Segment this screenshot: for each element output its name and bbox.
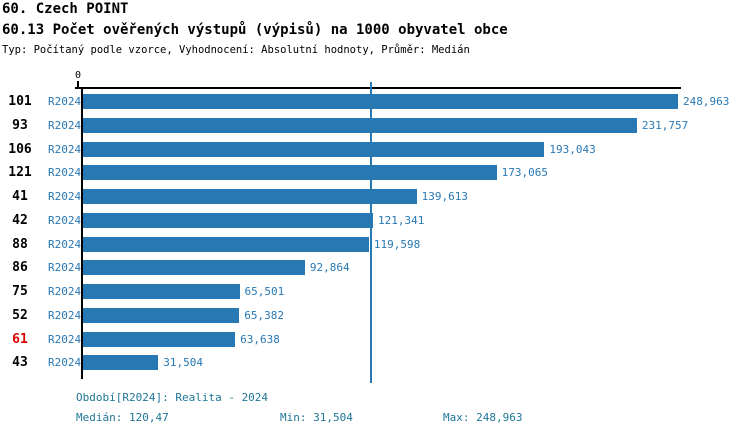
bar-value-label: 121,341 — [377, 213, 425, 227]
axis-left-line — [81, 87, 83, 379]
row-category-label: 43 — [12, 355, 28, 371]
row-series-label: R2024 — [48, 356, 82, 370]
row-category-label: 93 — [12, 117, 28, 133]
row-series-label: R2024 — [48, 142, 82, 156]
row-series-label: R2024 — [48, 237, 82, 251]
bar — [83, 355, 159, 371]
bar-value-label: 63,638 — [240, 332, 280, 346]
bar-value-label: 65,501 — [244, 285, 285, 298]
row-category-label: 101 — [8, 94, 32, 109]
row-category-label: 121 — [8, 165, 32, 181]
bar-value-label: 119,598 — [373, 237, 421, 251]
bar-value-label: 248,963 — [683, 95, 730, 108]
median-line — [369, 82, 372, 383]
footer-period: Období[R2024]: Realita - 2024 — [76, 391, 269, 404]
page-title: 60. Czech POINT — [2, 1, 129, 17]
bar-value-label: 65,382 — [244, 308, 284, 322]
bar-value-label: 139,613 — [421, 190, 469, 203]
bar — [83, 141, 545, 157]
bar — [83, 331, 236, 347]
footer-max-stat: Max: 248,963 — [443, 411, 523, 424]
bar — [83, 307, 240, 323]
row-series-label: R2024 — [48, 261, 82, 275]
bar — [83, 260, 305, 276]
axis-top-line — [75, 87, 681, 89]
bar-value-label: 231,757 — [641, 118, 689, 132]
row-series-label: R2024 — [48, 118, 82, 132]
row-series-label: R2024 — [48, 166, 82, 180]
bar-value-label: 193,043 — [549, 142, 596, 156]
chart-meta: Typ: Počítaný podle vzorce, Vyhodnocení:… — [2, 44, 470, 56]
row-series-label: R2024 — [48, 285, 82, 298]
row-series-label: R2024 — [48, 332, 82, 346]
axis-origin-label: 0 — [74, 70, 82, 81]
bar — [83, 284, 240, 299]
bar-value-label: 31,504 — [163, 356, 204, 370]
row-category-label: 86 — [12, 260, 28, 276]
bar — [83, 94, 678, 109]
row-series-label: R2024 — [48, 213, 82, 227]
row-series-label: R2024 — [48, 190, 82, 203]
row-category-label: 88 — [12, 236, 28, 252]
row-category-label: 75 — [12, 284, 28, 299]
bar-value-label: 173,065 — [501, 166, 548, 180]
row-category-label: 42 — [12, 212, 28, 228]
row-category-label: 106 — [8, 141, 32, 157]
footer-median-stat: Medián: 120,47 — [76, 411, 169, 424]
bar-value-label: 92,864 — [309, 261, 350, 275]
row-series-label: R2024 — [48, 308, 82, 322]
chart-subtitle: 60.13 Počet ověřených výstupů (výpisů) n… — [2, 22, 508, 38]
row-category-label: 52 — [12, 307, 28, 323]
row-series-label: R2024 — [48, 95, 82, 108]
bar — [83, 189, 417, 204]
footer-min-stat: Min: 31,504 — [280, 411, 353, 424]
bar — [83, 165, 497, 181]
row-category-label: 41 — [12, 189, 28, 204]
bar — [83, 117, 637, 133]
bar — [83, 236, 369, 252]
bar — [83, 212, 373, 228]
row-category-label: 61 — [12, 331, 28, 347]
axis-origin-tick — [77, 81, 79, 88]
